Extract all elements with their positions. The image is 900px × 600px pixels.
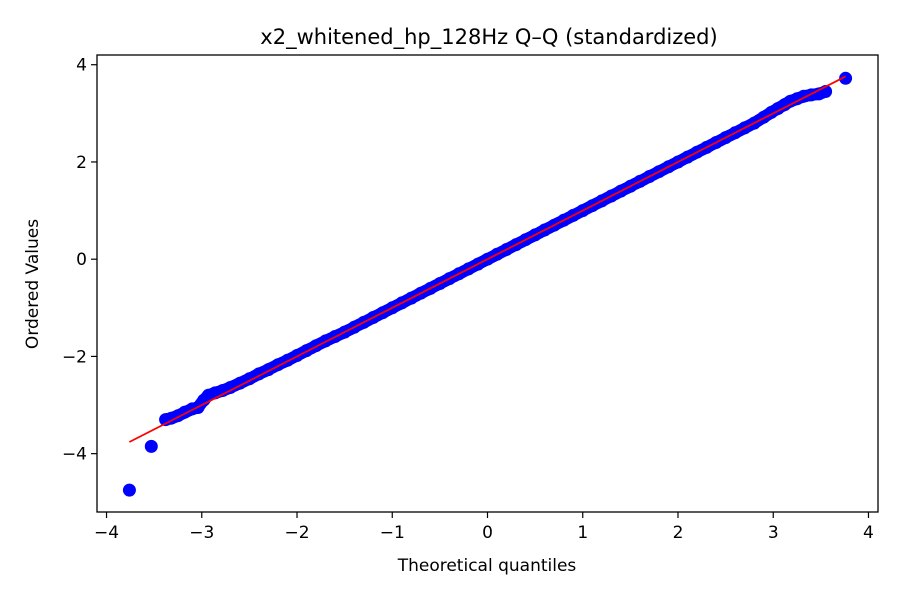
x-tick-label: 2	[673, 523, 684, 543]
x-tick-label: 3	[768, 523, 779, 543]
x-tick-label: 4	[863, 523, 874, 543]
plot-area	[122, 71, 853, 497]
chart-title: x2_whitened_hp_128Hz Q–Q (standardized)	[260, 25, 717, 50]
y-tick-label: −2	[62, 347, 87, 367]
y-tick-label: −4	[62, 445, 87, 465]
fit-line	[128, 75, 847, 443]
x-tick-label: 0	[482, 523, 493, 543]
data-point	[122, 483, 136, 497]
x-tick-label: −4	[94, 523, 119, 543]
x-axis-ticks: −4 −3 −2 −1 0 1 2 3 4	[94, 512, 874, 543]
point-band	[122, 71, 853, 497]
data-point	[144, 439, 158, 453]
x-tick-label: 1	[577, 523, 588, 543]
x-tick-label: −2	[284, 523, 309, 543]
x-tick-label: −3	[189, 523, 214, 543]
x-axis-label: Theoretical quantiles	[397, 556, 577, 576]
y-tick-label: 0	[76, 250, 87, 270]
data-point	[839, 71, 853, 85]
x-tick-label: −1	[380, 523, 405, 543]
y-axis-label: Ordered Values	[23, 219, 43, 349]
y-tick-label: 2	[76, 153, 87, 173]
y-tick-label: 4	[76, 56, 87, 76]
y-axis-ticks: −4 −2 0 2 4	[62, 56, 97, 465]
